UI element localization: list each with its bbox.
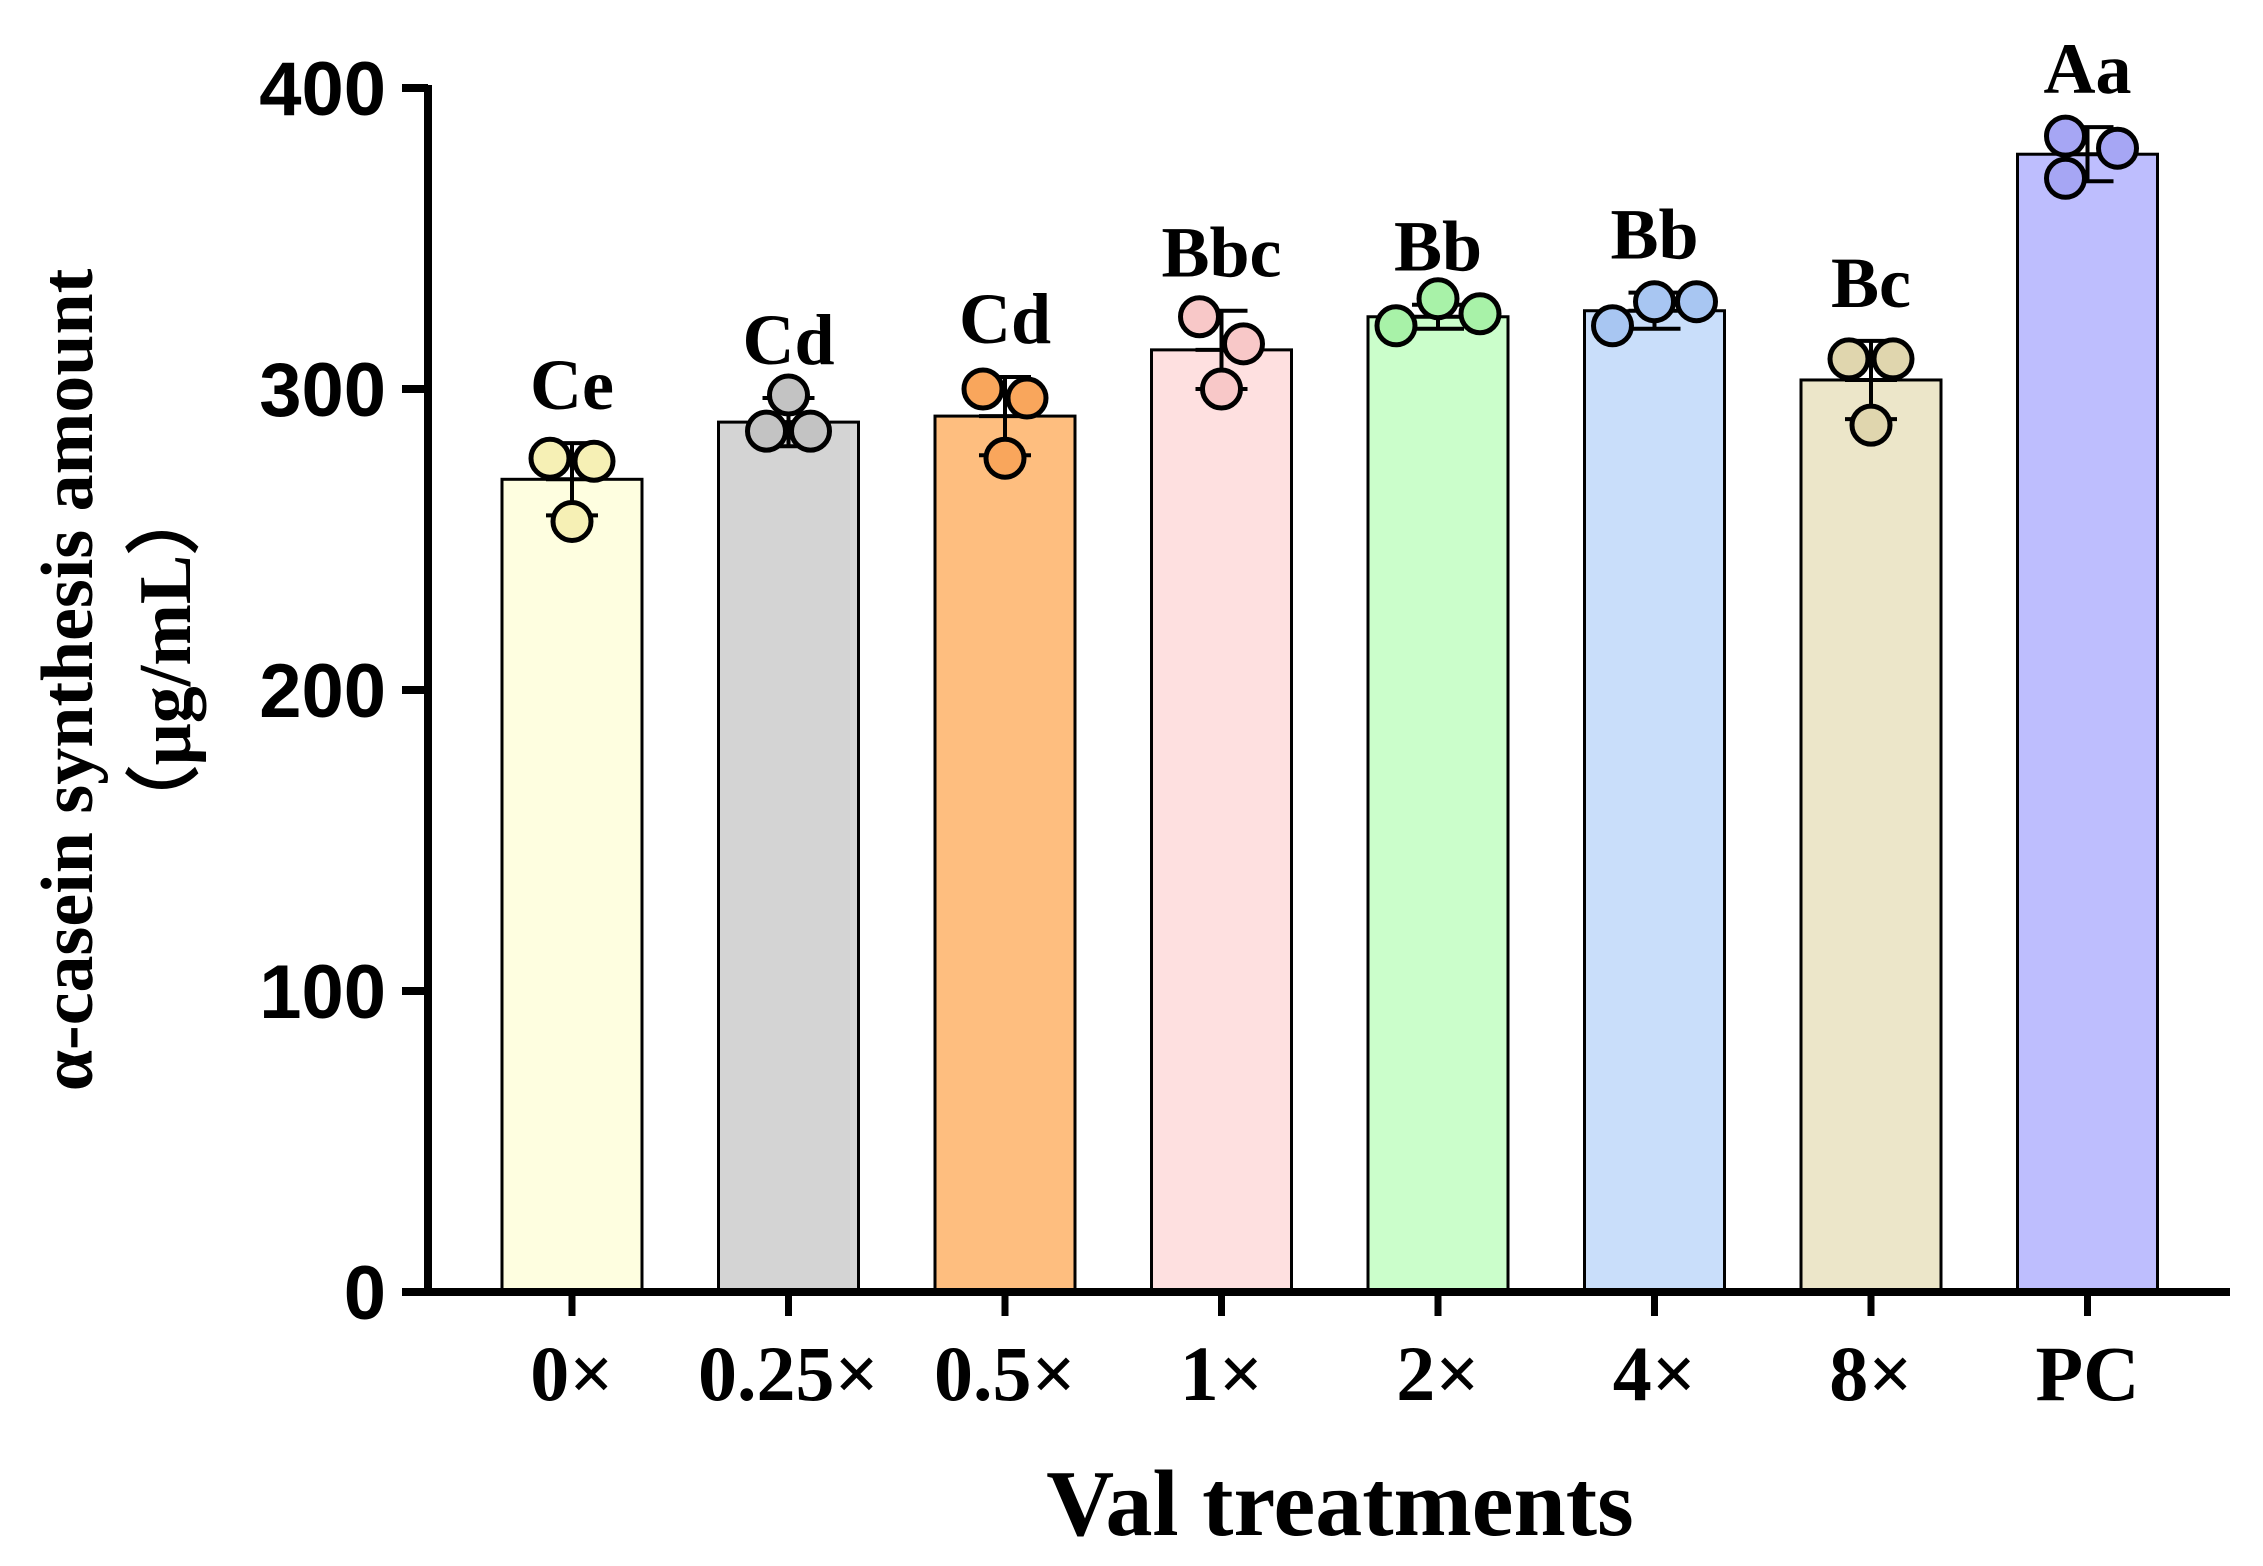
bar-1 — [717, 420, 860, 1294]
bar-3 — [1150, 348, 1293, 1294]
significance-label-0: Ce — [530, 345, 614, 425]
y-tick-label-1: 100 — [259, 950, 386, 1035]
data-point-7-0 — [2044, 114, 2087, 158]
data-point-7-2 — [2044, 156, 2087, 200]
data-point-4-2 — [1458, 292, 1502, 336]
data-point-6-0 — [1827, 337, 1871, 381]
data-point-5-2 — [1675, 280, 1718, 324]
significance-label-4: Bb — [1394, 207, 1482, 287]
x-tick-label-0: 0× — [530, 1330, 613, 1417]
y-tick-label-4: 400 — [259, 47, 386, 132]
data-point-6-2 — [1849, 403, 1893, 447]
significance-label-7: Aa — [2044, 29, 2132, 109]
data-point-0-0 — [528, 436, 572, 480]
y-tick-label-3: 300 — [259, 348, 386, 433]
bar-6 — [1799, 378, 1943, 1294]
data-point-0-1 — [572, 439, 616, 483]
x-tick-label-3: 1× — [1180, 1330, 1263, 1417]
data-point-4-1 — [1416, 277, 1460, 321]
bar-5 — [1583, 309, 1726, 1294]
bar-2 — [933, 414, 1077, 1294]
data-point-3-2 — [1200, 367, 1243, 411]
significance-label-1: Cd — [742, 300, 834, 380]
bar-0 — [500, 477, 644, 1294]
y-axis-title: α-casein synthesis amount （μg/mL） — [27, 268, 207, 1091]
data-point-2-1 — [1005, 376, 1049, 420]
y-axis-title-line1: α-casein synthesis amount — [27, 268, 109, 1091]
y-axis-title-line2: （μg/mL） — [125, 481, 207, 840]
bar-7 — [2016, 152, 2159, 1294]
data-point-1-0 — [745, 409, 788, 453]
data-point-6-1 — [1871, 337, 1915, 381]
data-point-3-1 — [1222, 322, 1265, 366]
bar-4 — [1366, 315, 1510, 1294]
x-tick-label-6: 8× — [1829, 1330, 1912, 1417]
bars-layer: Ce Cd Cd Bbc Bb Bb Bc Aa — [500, 29, 2159, 1294]
x-tick-label-1: 0.25× — [698, 1330, 879, 1417]
y-tick-label-0: 0 — [344, 1251, 386, 1336]
data-point-5-1 — [1633, 280, 1676, 324]
data-point-1-2 — [789, 409, 832, 453]
y-tick-label-2: 200 — [259, 649, 386, 734]
data-point-2-0 — [961, 367, 1005, 411]
x-axis-title: Val treatments — [1046, 1452, 1633, 1556]
data-point-5-0 — [1591, 304, 1634, 348]
significance-label-5: Bb — [1610, 195, 1698, 275]
x-tick-label-2: 0.5× — [934, 1330, 1076, 1417]
data-point-0-2 — [550, 499, 594, 543]
significance-label-6: Bc — [1831, 243, 1911, 323]
data-point-2-2 — [983, 436, 1027, 480]
x-tick-label-4: 2× — [1396, 1330, 1479, 1417]
x-tick-label-5: 4× — [1613, 1330, 1696, 1417]
data-point-1-1 — [767, 373, 810, 417]
significance-label-3: Bbc — [1161, 213, 1281, 293]
axes-layer: 0× 0.25× 0.5× 1× 2× 4× 8× PC 0 100 200 300 400 — [259, 47, 2230, 1417]
data-point-7-1 — [2096, 126, 2139, 170]
x-tick-label-7: PC — [2036, 1330, 2140, 1417]
significance-label-2: Cd — [959, 279, 1051, 359]
data-point-4-0 — [1374, 304, 1418, 348]
data-point-3-0 — [1178, 295, 1221, 339]
